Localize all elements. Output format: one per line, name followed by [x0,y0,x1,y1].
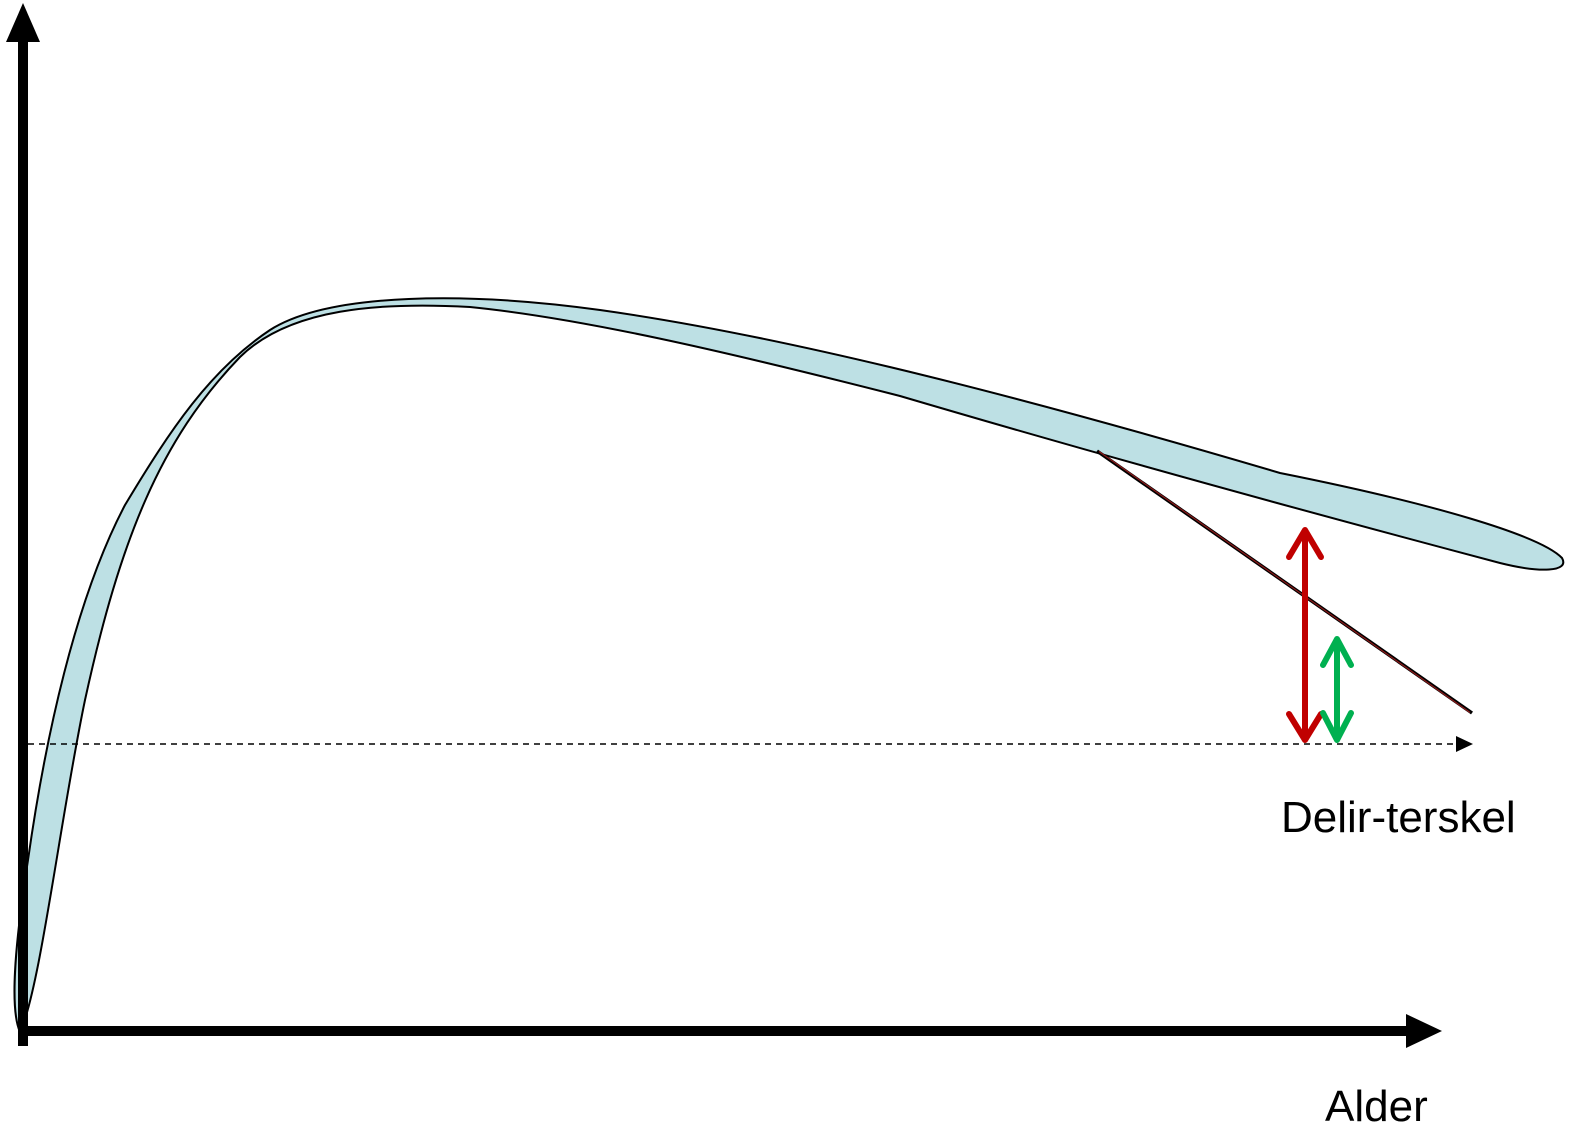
normal-ageing-band [13,297,1565,1035]
x-axis-label: Alder [1325,1082,1428,1131]
delirium-threshold-label: Delir-terskel [1281,793,1516,842]
threshold-arrowhead-icon [1456,736,1473,752]
green-double-arrow-icon [1320,636,1354,743]
red-double-arrow-icon [1286,527,1324,743]
pathological-decline-line-core [1098,451,1471,713]
y-axis-arrowhead-icon [6,3,40,42]
x-axis-arrowhead-icon [1406,1014,1442,1048]
